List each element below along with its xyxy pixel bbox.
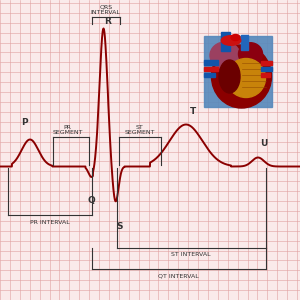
FancyBboxPatch shape: [261, 61, 272, 64]
FancyBboxPatch shape: [241, 35, 247, 50]
Text: ST
SEGMENT: ST SEGMENT: [124, 124, 155, 135]
FancyBboxPatch shape: [204, 60, 218, 64]
Text: PR INTERVAL: PR INTERVAL: [30, 220, 69, 226]
Text: P: P: [22, 118, 28, 127]
Text: QT INTERVAL: QT INTERVAL: [158, 273, 199, 278]
Ellipse shape: [226, 58, 266, 98]
FancyBboxPatch shape: [261, 67, 272, 70]
FancyBboxPatch shape: [204, 36, 272, 106]
Ellipse shape: [210, 42, 240, 69]
Text: R: R: [104, 16, 111, 26]
FancyBboxPatch shape: [261, 73, 270, 76]
Text: QRS
INTERVAL: QRS INTERVAL: [91, 4, 121, 15]
Text: T: T: [190, 106, 196, 116]
FancyBboxPatch shape: [204, 67, 218, 70]
FancyBboxPatch shape: [221, 32, 230, 51]
Text: S: S: [116, 222, 123, 231]
Text: ST INTERVAL: ST INTERVAL: [171, 252, 211, 257]
FancyBboxPatch shape: [204, 73, 214, 76]
Ellipse shape: [231, 34, 240, 40]
Ellipse shape: [212, 45, 272, 108]
Text: Q: Q: [88, 196, 95, 206]
Ellipse shape: [238, 43, 262, 65]
Text: PR
SEGMENT: PR SEGMENT: [52, 124, 83, 135]
Ellipse shape: [219, 60, 240, 93]
Ellipse shape: [221, 36, 241, 45]
Text: U: U: [260, 140, 268, 148]
